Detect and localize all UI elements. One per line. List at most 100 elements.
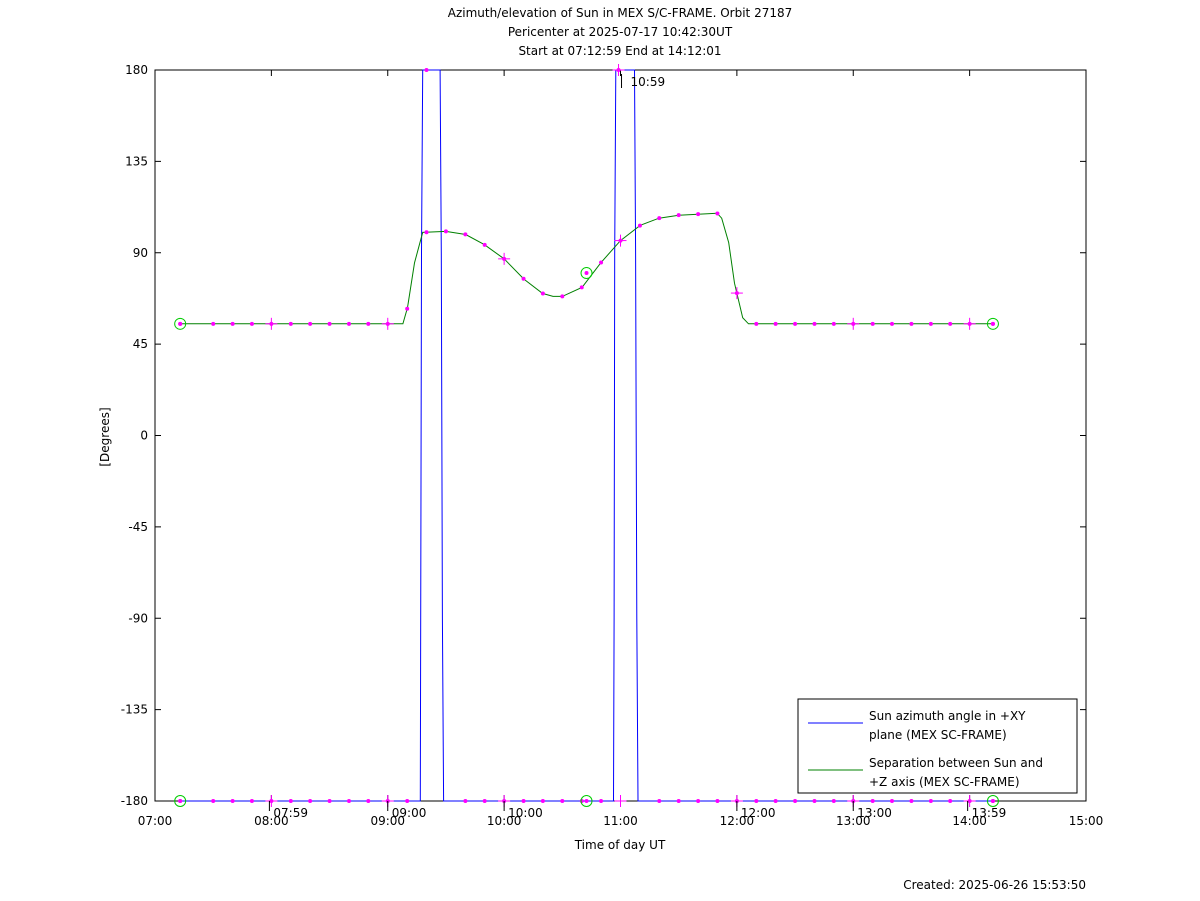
marker-dot — [676, 213, 681, 218]
marker-dot — [521, 276, 526, 281]
y-axis: 180 135 90 45 0 -45 -90 -135 -180 — [121, 63, 1086, 808]
created-timestamp: Created: 2025-06-26 15:53:50 — [903, 878, 1086, 892]
time-annotations: 07:59 09:00 10:00 12:00 13:00 13:59 10:59 — [268, 74, 1007, 820]
marker-dot — [366, 799, 371, 803]
marker-dot — [443, 229, 448, 234]
marker-dot — [831, 799, 836, 803]
marker-dot — [754, 799, 759, 803]
x-tick-label: 14:00 — [952, 814, 987, 828]
annotation-label: 10:59 — [631, 75, 666, 89]
marker-dot — [584, 799, 589, 803]
marker-dot — [715, 211, 720, 216]
marker-dot — [990, 799, 995, 803]
marker-dot — [249, 321, 254, 326]
marker-dot — [812, 321, 817, 326]
marker-dot — [178, 799, 183, 803]
x-axis-label: Time of day UT — [574, 838, 666, 852]
legend-entry-label: Sun azimuth angle in +XY — [869, 709, 1026, 723]
marker-circle — [580, 795, 593, 807]
marker-dot — [346, 321, 351, 326]
marker-dot — [482, 242, 487, 247]
marker-dot — [696, 799, 701, 803]
plot-border — [154, 69, 1087, 802]
marker-dot — [230, 321, 235, 326]
x-tick-label: 13:00 — [836, 814, 871, 828]
marker-dot — [540, 291, 545, 296]
x-tick-label: 10:00 — [487, 814, 522, 828]
marker-dot — [463, 799, 468, 803]
marker-dot — [211, 321, 216, 326]
x-tick-label: 07:00 — [138, 814, 173, 828]
chart-title: Azimuth/elevation of Sun in MEX S/C-FRAM… — [448, 6, 793, 58]
marker-dot — [405, 306, 410, 311]
annotation-label: 13:59 — [972, 806, 1007, 820]
marker-dot — [346, 799, 351, 803]
marker-dot — [560, 799, 565, 803]
title-line: Azimuth/elevation of Sun in MEX S/C-FRAM… — [448, 6, 793, 20]
marker-dot — [178, 321, 183, 326]
marker-dot — [579, 285, 584, 290]
marker-dot — [560, 294, 565, 299]
x-tick-label: 12:00 — [720, 814, 755, 828]
marker-circle — [174, 317, 187, 330]
marker-dot — [308, 321, 313, 326]
annotation-label: 13:00 — [857, 806, 892, 820]
marker-dot — [812, 799, 817, 803]
marker-dot — [890, 799, 895, 803]
legend-entry-label: +Z axis (MEX SC-FRAME) — [869, 775, 1020, 789]
marker-dot — [424, 230, 429, 235]
x-tick-label: 09:00 — [370, 814, 405, 828]
y-axis-label: [Degrees] — [98, 407, 112, 466]
marker-dot — [909, 799, 914, 803]
marker-circle — [986, 317, 999, 330]
y-tick-label: -90 — [128, 611, 148, 625]
x-tick-label: 11:00 — [603, 814, 638, 828]
marker-dot — [463, 232, 468, 237]
marker-dot — [288, 321, 293, 326]
marker-dot — [831, 321, 836, 326]
x-tick-label: 15:00 — [1069, 814, 1104, 828]
marker-dot — [870, 799, 875, 803]
title-line: Start at 07:12:59 End at 14:12:01 — [518, 44, 721, 58]
annotation-label: 12:00 — [741, 806, 776, 820]
y-tick-label: -135 — [121, 703, 148, 717]
plot-frame — [154, 69, 1087, 802]
y-tick-label: 0 — [140, 429, 148, 443]
legend-entry-label: Separation between Sun and — [869, 756, 1043, 770]
marker-dot — [657, 216, 662, 221]
y-tick-label: 90 — [133, 246, 148, 260]
marker-dot — [482, 799, 487, 803]
marker-dot — [249, 799, 254, 803]
annotation-label: 10:00 — [508, 806, 543, 820]
legend-box — [797, 698, 1078, 794]
x-axis: 07:00 08:00 09:00 10:00 11:00 12:00 13:00 14:00… — [138, 70, 1104, 828]
marker-dot — [909, 321, 914, 326]
marker-dot — [870, 321, 875, 326]
marker-dot — [308, 799, 313, 803]
y-tick-label: 45 — [133, 337, 148, 351]
marker-dot — [793, 321, 798, 326]
marker-dot — [793, 799, 798, 803]
marker-circle — [986, 795, 999, 807]
marker-dot — [599, 799, 604, 803]
marker-dot — [773, 321, 778, 326]
marker-dot — [424, 68, 429, 72]
marker-dot — [715, 799, 720, 803]
marker-dot — [990, 321, 995, 326]
marker-dot — [540, 799, 545, 803]
marker-dot — [948, 799, 953, 803]
markers — [174, 64, 999, 807]
marker-dot — [948, 321, 953, 326]
marker-dot — [211, 799, 216, 803]
marker-dot — [327, 799, 332, 803]
marker-dot — [366, 321, 371, 326]
annotation-label: 07:59 — [273, 806, 308, 820]
marker-dot — [599, 260, 604, 265]
x-tick-label: 08:00 — [254, 814, 289, 828]
marker-dot — [579, 799, 584, 803]
azimuth-series-line — [180, 69, 993, 802]
marker-dot — [327, 321, 332, 326]
marker-dot — [637, 223, 642, 228]
marker-dot — [521, 799, 526, 803]
separation-series-line — [180, 212, 993, 325]
